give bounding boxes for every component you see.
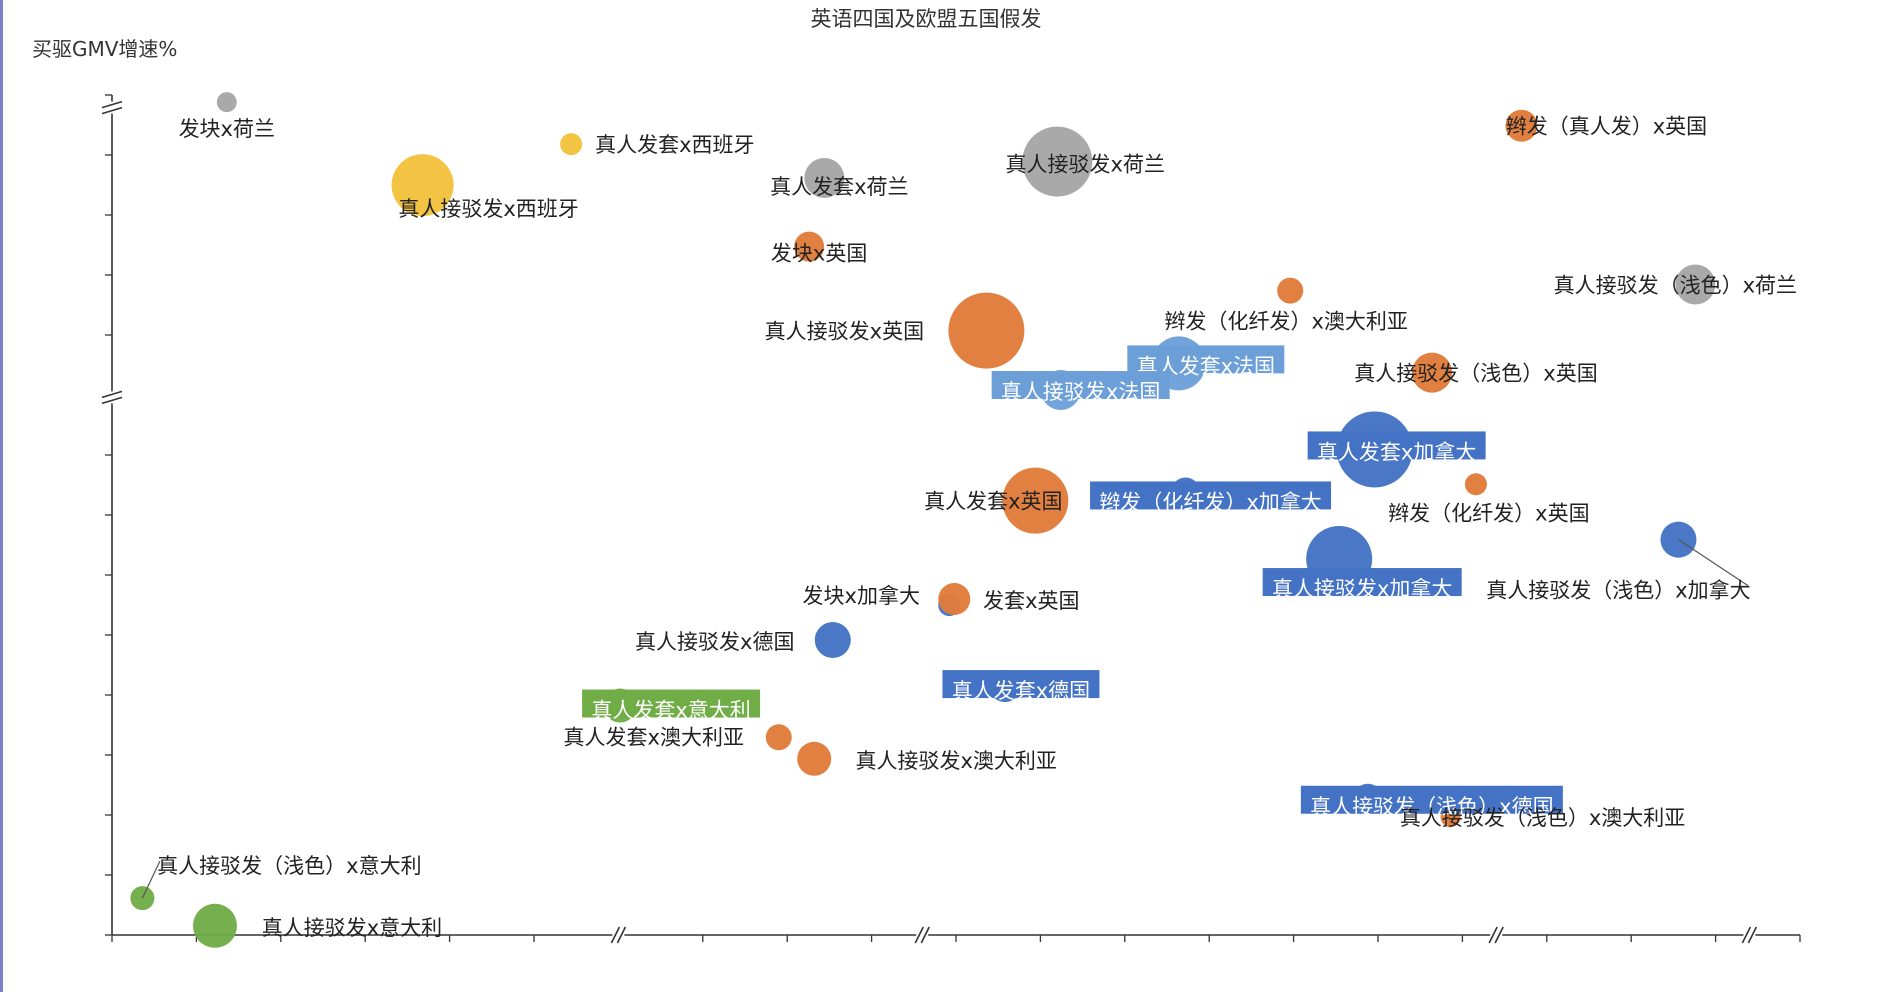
data-label-box: [991, 371, 1170, 400]
data-label: 真人接驳发（浅色）x英国: [1354, 362, 1597, 386]
x-axis-break-mark: [920, 926, 930, 944]
x-axis-break-mark: [610, 926, 621, 944]
data-label: 真人接驳发x法国: [1001, 380, 1160, 404]
data-label: 真人接驳发x西班牙: [398, 197, 578, 221]
data-label: 辫发（化纤发）x英国: [1388, 501, 1589, 525]
data-label: 真人发套x荷兰: [770, 175, 908, 199]
data-label: 真人发套x意大利: [591, 699, 750, 723]
x-axis-break-mark: [1747, 926, 1758, 944]
y-axis-break-mark: [101, 390, 123, 399]
bubble-point: [948, 292, 1025, 369]
data-label: 真人发套x加拿大: [1317, 440, 1476, 464]
x-axis-break-gap: [612, 927, 625, 943]
y-axis-break-gap: [102, 391, 122, 404]
data-label: 辫发（真人发）x英国: [1506, 115, 1707, 139]
bubble-point: [1505, 109, 1538, 142]
bubble-point: [1675, 264, 1716, 305]
data-label: 真人接驳发（浅色）x澳大利亚: [1400, 806, 1685, 830]
x-axis-break-mark: [616, 926, 627, 944]
x-axis-break-gap: [1490, 927, 1503, 943]
data-label-box: [1127, 345, 1285, 374]
x-axis-break-gap: [916, 927, 929, 943]
bubble-point: [1022, 126, 1093, 197]
bubble-point: [794, 231, 825, 262]
data-label-box: [1090, 481, 1332, 510]
data-labels: 发块x荷兰真人发套x西班牙真人接驳发x西班牙真人发套x荷兰真人接驳发x荷兰辫发（…: [141, 115, 1797, 940]
data-label: 真人接驳发（浅色）x荷兰: [1554, 274, 1797, 298]
y-axis-break-gap: [102, 101, 122, 114]
label-leader-line: [1678, 539, 1749, 587]
data-label: 发块x荷兰: [179, 117, 275, 141]
data-label: 真人接驳发（浅色）x意大利: [157, 854, 421, 878]
data-label: 真人接驳发x英国: [765, 320, 924, 344]
data-label-box: [1262, 568, 1462, 597]
y-axis-break-mark: [101, 106, 123, 115]
data-label: 辫发（化纤发）x加拿大: [1099, 490, 1321, 514]
bubble-point: [1002, 467, 1069, 534]
bubble-point: [391, 154, 454, 217]
y-axis-label: 买驱GMV增速%: [32, 37, 177, 61]
bubble-point: [1277, 277, 1304, 304]
data-label: 发块x加拿大: [803, 584, 920, 608]
bubble-point: [938, 583, 971, 615]
bubble-point: [1412, 352, 1453, 393]
x-axis-break-mark: [1494, 926, 1504, 944]
data-label: 真人接驳发x加拿大: [1272, 577, 1452, 601]
data-label: 真人发套x西班牙: [595, 133, 754, 157]
bubble-point: [765, 724, 792, 751]
bubble-point: [804, 157, 845, 198]
chart-title: 英语四国及欧盟五国假发: [811, 7, 1042, 31]
data-label: 真人发套x德国: [952, 679, 1090, 703]
data-label: 发块x英国: [771, 242, 867, 266]
x-axis-break-mark: [1741, 926, 1752, 944]
bubble-point: [560, 133, 583, 156]
bubble-point: [192, 903, 237, 948]
bubble-point: [216, 92, 237, 113]
data-label-box: [582, 689, 761, 718]
data-label: 真人接驳发x德国: [635, 630, 794, 654]
x-axis-break-mark: [1488, 926, 1498, 944]
label-leader-line: [141, 860, 161, 899]
bubble-point: [814, 621, 851, 658]
data-label: 真人接驳发（浅色）x加拿大: [1486, 579, 1750, 603]
data-label: 真人接驳发x荷兰: [1006, 153, 1165, 177]
data-label: 发套x英国: [983, 589, 1079, 613]
data-label-box: [942, 670, 1100, 699]
data-label: 真人发套x英国: [924, 490, 1062, 514]
axes: [101, 94, 1801, 944]
data-label: 真人接驳发（浅色）x德国: [1310, 795, 1553, 819]
y-axis-break-mark: [101, 100, 123, 109]
data-label: 真人接驳发x澳大利亚: [855, 749, 1056, 773]
bubble-point: [1464, 473, 1487, 496]
data-label-box: [1307, 431, 1486, 460]
bubble-point: [797, 741, 832, 776]
data-label: 真人接驳发x意大利: [262, 916, 442, 940]
left-border-line: [0, 0, 3, 992]
data-label: 辫发（化纤发）x澳大利亚: [1165, 310, 1408, 334]
y-axis-break-mark: [101, 396, 123, 405]
data-label-box: [1300, 785, 1563, 814]
x-axis-break-mark: [914, 926, 924, 944]
x-axis-break-gap: [1743, 927, 1756, 943]
data-label: 真人发套x澳大利亚: [564, 725, 744, 749]
